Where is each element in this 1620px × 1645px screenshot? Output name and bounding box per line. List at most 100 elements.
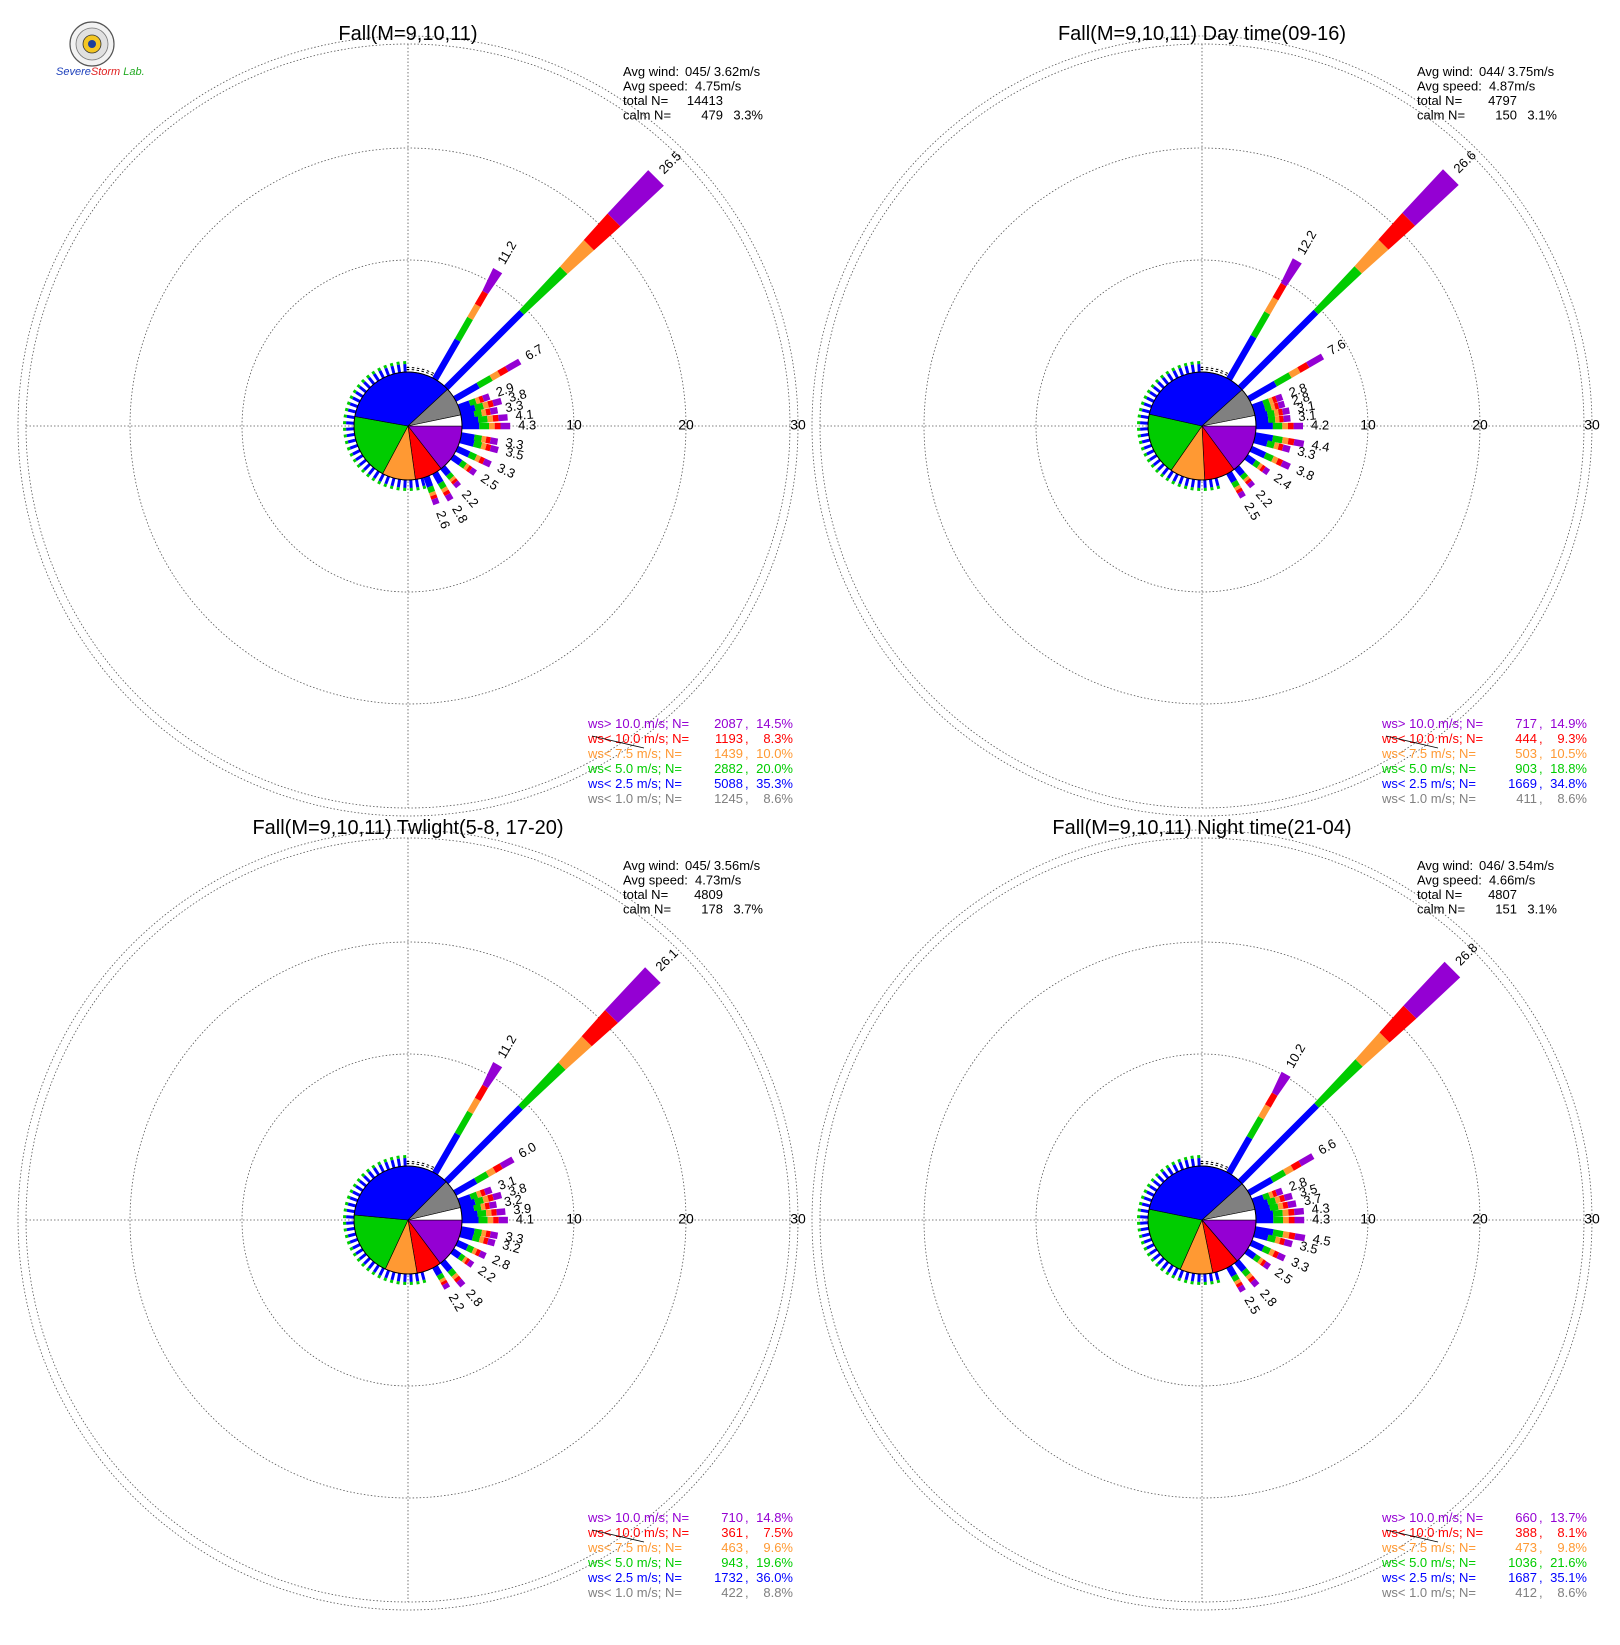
legend-label: ws< 2.5 m/s; N= — [587, 1570, 682, 1585]
minor-petal — [392, 1160, 394, 1168]
petal-segment — [455, 317, 473, 342]
minor-petal-tip — [398, 1281, 399, 1284]
stat-avg-speed-label: Avg speed: — [1417, 79, 1482, 94]
minor-petal-tip — [344, 1210, 347, 1211]
petal-segment — [489, 423, 495, 430]
minor-petal-tip — [367, 1170, 369, 1172]
minor-petal — [347, 434, 355, 435]
petal-value-label: 26.1 — [652, 945, 681, 974]
petal-segment — [475, 1085, 488, 1101]
minor-petal-tip — [344, 416, 347, 417]
petal-segment — [490, 1231, 498, 1239]
minor-petal-dotted — [418, 1161, 419, 1165]
minor-petal-tip — [358, 1259, 360, 1261]
petal-segment — [499, 1217, 508, 1224]
minor-petal-tip — [424, 1280, 425, 1283]
minor-petal — [1180, 476, 1183, 484]
minor-petal-tip — [345, 442, 348, 443]
legend-count: 1687 — [1508, 1570, 1537, 1585]
minor-petal — [416, 479, 417, 487]
minor-petal-tip — [345, 1236, 348, 1237]
minor-petal-dotted — [1226, 1166, 1228, 1170]
minor-petal — [1186, 1160, 1188, 1168]
minor-petal — [356, 392, 363, 396]
petal-segment — [1268, 416, 1275, 423]
radial-tick-label: 20 — [678, 417, 694, 433]
petal-segment — [1314, 266, 1362, 314]
petal-segment — [1258, 1104, 1271, 1119]
legend-comma: , — [1539, 776, 1543, 791]
minor-petal — [353, 1192, 360, 1196]
petal-segment — [475, 291, 488, 307]
petal-segment — [1355, 240, 1389, 274]
minor-petal-tip — [1156, 1174, 1158, 1176]
minor-petal-tip — [1192, 1156, 1193, 1159]
minor-petal — [380, 1165, 384, 1172]
stat-total-n-label: total N= — [623, 93, 668, 108]
minor-petal — [360, 1254, 366, 1259]
minor-petal-tip — [424, 486, 425, 489]
minor-petal-tip — [1167, 1166, 1169, 1169]
minor-petal — [1144, 1239, 1152, 1242]
minor-petal — [1192, 1159, 1193, 1167]
legend-comma: , — [745, 1570, 749, 1585]
petal-segment — [492, 1192, 502, 1201]
minor-petal-tip — [1167, 1272, 1169, 1275]
petal-segment — [605, 967, 661, 1023]
minor-petal-tip — [391, 1280, 392, 1283]
legend-label: ws> 10.0 m/s; N= — [1381, 716, 1483, 731]
minor-petal — [398, 479, 399, 487]
minor-petal-dotted — [1212, 1161, 1213, 1165]
stat-avg-wind-label: Avg wind: — [623, 64, 679, 79]
radial-tick-label: 20 — [1472, 417, 1488, 433]
petal-segment — [467, 304, 480, 320]
logo-text: SevereStorm Lab. — [56, 66, 145, 78]
legend-count: 412 — [1515, 1585, 1537, 1600]
minor-petal-tip — [1185, 363, 1186, 366]
minor-petal-tip — [1192, 487, 1193, 490]
petal-value-label: 3.5 — [504, 444, 525, 463]
legend-count: 1036 — [1508, 1555, 1537, 1570]
minor-petal — [1147, 1192, 1154, 1196]
stat-calm-n: 150 — [1495, 108, 1517, 123]
legend-count: 473 — [1515, 1540, 1537, 1555]
legend-comma: , — [1539, 731, 1543, 746]
petal-segment — [1294, 1208, 1304, 1215]
minor-petal — [364, 382, 370, 388]
minor-petal-tip — [344, 436, 347, 437]
minor-petal — [353, 398, 360, 402]
petal-segment — [1298, 1153, 1314, 1166]
stat-calm-n: 151 — [1495, 902, 1517, 917]
petal-segment — [1251, 311, 1270, 338]
minor-petal-tip — [362, 470, 364, 472]
petal-segment — [486, 1210, 492, 1217]
legend-count: 943 — [721, 1555, 743, 1570]
minor-petal — [350, 1239, 358, 1242]
minor-petal — [356, 1249, 363, 1253]
minor-petal — [386, 368, 389, 376]
legend-count: 2882 — [714, 761, 743, 776]
petal-segment — [474, 1171, 489, 1183]
minor-petal — [380, 371, 384, 378]
minor-petal-tip — [391, 1157, 392, 1160]
minor-petal — [1216, 478, 1218, 486]
petal-value-label: 26.8 — [1452, 940, 1481, 969]
legend-pct: 10.5% — [1550, 746, 1587, 761]
petal-value-label: 6.6 — [1315, 1136, 1338, 1158]
legend-count: 463 — [721, 1540, 743, 1555]
minor-petal — [353, 1245, 360, 1249]
legend-count: 411 — [1516, 791, 1537, 806]
legend-comma: , — [1539, 761, 1543, 776]
radial-tick-label: 10 — [566, 1211, 582, 1227]
petal-value-label: 26.5 — [656, 148, 685, 177]
minor-petal — [1192, 1273, 1193, 1281]
minor-petal-tip — [347, 448, 350, 449]
legend-count: 710 — [721, 1510, 743, 1525]
petal-segment — [505, 359, 521, 372]
minor-petal-dotted — [1217, 368, 1218, 372]
minor-petal-tip — [1179, 365, 1180, 368]
legend-label: ws< 2.5 m/s; N= — [1381, 776, 1476, 791]
minor-petal-tip — [1144, 1191, 1147, 1192]
minor-petal-dotted — [418, 367, 419, 371]
